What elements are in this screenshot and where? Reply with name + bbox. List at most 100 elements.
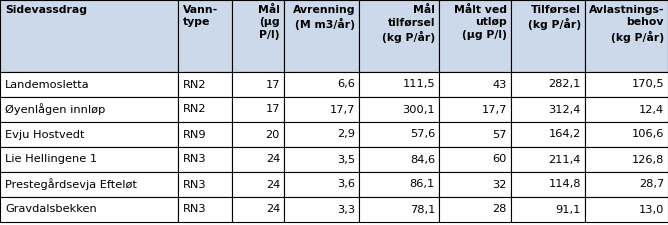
- Text: RN9: RN9: [183, 130, 206, 140]
- Text: 84,6: 84,6: [410, 155, 435, 164]
- Text: 106,6: 106,6: [632, 130, 664, 140]
- Bar: [178, 147, 232, 172]
- Bar: [511, 147, 585, 172]
- Text: RN3: RN3: [183, 205, 206, 214]
- Bar: [0, 0, 178, 72]
- Text: 211,4: 211,4: [548, 155, 581, 164]
- Text: 24: 24: [266, 205, 280, 214]
- Bar: [284, 0, 359, 72]
- Bar: [0, 97, 178, 122]
- Bar: [178, 197, 232, 222]
- Bar: [0, 72, 178, 97]
- Bar: [232, 172, 284, 197]
- Text: Landemosletta: Landemosletta: [5, 79, 90, 90]
- Bar: [0, 197, 178, 222]
- Bar: [284, 72, 359, 97]
- Text: 20: 20: [266, 130, 280, 140]
- Text: 3,6: 3,6: [337, 180, 355, 189]
- Text: Målt ved
utløp
(μg P/l): Målt ved utløp (μg P/l): [454, 5, 507, 40]
- Text: 170,5: 170,5: [631, 79, 664, 90]
- Bar: [511, 0, 585, 72]
- Text: Vann-
type: Vann- type: [183, 5, 218, 27]
- Bar: [511, 72, 585, 97]
- Text: 312,4: 312,4: [548, 104, 581, 115]
- Text: 43: 43: [492, 79, 507, 90]
- Bar: [439, 147, 511, 172]
- Bar: [439, 0, 511, 72]
- Text: 17,7: 17,7: [329, 104, 355, 115]
- Bar: [439, 197, 511, 222]
- Text: 17,7: 17,7: [482, 104, 507, 115]
- Bar: [232, 97, 284, 122]
- Bar: [359, 97, 439, 122]
- Bar: [178, 172, 232, 197]
- Text: Tilførsel
(kg P/år): Tilførsel (kg P/år): [528, 5, 581, 30]
- Bar: [178, 97, 232, 122]
- Bar: [232, 0, 284, 72]
- Text: 24: 24: [266, 180, 280, 189]
- Bar: [359, 0, 439, 72]
- Bar: [511, 172, 585, 197]
- Text: 60: 60: [492, 155, 507, 164]
- Text: 2,9: 2,9: [337, 130, 355, 140]
- Text: 86,1: 86,1: [409, 180, 435, 189]
- Bar: [284, 197, 359, 222]
- Bar: [439, 97, 511, 122]
- Text: 114,8: 114,8: [548, 180, 581, 189]
- Bar: [178, 122, 232, 147]
- Bar: [585, 197, 668, 222]
- Bar: [439, 172, 511, 197]
- Bar: [585, 172, 668, 197]
- Text: 24: 24: [266, 155, 280, 164]
- Bar: [511, 97, 585, 122]
- Bar: [511, 122, 585, 147]
- Bar: [439, 72, 511, 97]
- Bar: [178, 72, 232, 97]
- Text: 17: 17: [265, 79, 280, 90]
- Text: RN3: RN3: [183, 155, 206, 164]
- Text: 6,6: 6,6: [337, 79, 355, 90]
- Bar: [585, 122, 668, 147]
- Text: 28,7: 28,7: [639, 180, 664, 189]
- Text: Sidevassdrag: Sidevassdrag: [5, 5, 87, 15]
- Text: RN2: RN2: [183, 79, 206, 90]
- Text: 3,5: 3,5: [337, 155, 355, 164]
- Text: Lie Hellingene 1: Lie Hellingene 1: [5, 155, 97, 164]
- Bar: [585, 0, 668, 72]
- Text: 300,1: 300,1: [402, 104, 435, 115]
- Bar: [359, 122, 439, 147]
- Bar: [284, 122, 359, 147]
- Text: 126,8: 126,8: [632, 155, 664, 164]
- Text: Prestegårdsevja Efteløt: Prestegårdsevja Efteløt: [5, 179, 137, 190]
- Text: Avlastnings-
behov
(kg P/år): Avlastnings- behov (kg P/år): [589, 5, 664, 43]
- Text: 282,1: 282,1: [548, 79, 581, 90]
- Bar: [439, 122, 511, 147]
- Text: 57: 57: [492, 130, 507, 140]
- Text: 3,3: 3,3: [337, 205, 355, 214]
- Bar: [359, 147, 439, 172]
- Text: RN3: RN3: [183, 180, 206, 189]
- Text: Mål
(μg
P/l): Mål (μg P/l): [258, 5, 280, 40]
- Bar: [359, 172, 439, 197]
- Text: Gravdalsbekken: Gravdalsbekken: [5, 205, 97, 214]
- Text: 57,6: 57,6: [409, 130, 435, 140]
- Text: 164,2: 164,2: [548, 130, 581, 140]
- Bar: [284, 172, 359, 197]
- Bar: [232, 122, 284, 147]
- Bar: [232, 72, 284, 97]
- Text: Avrenning
(M m3/år): Avrenning (M m3/år): [293, 5, 355, 30]
- Bar: [232, 147, 284, 172]
- Text: 28: 28: [492, 205, 507, 214]
- Text: 32: 32: [492, 180, 507, 189]
- Bar: [178, 0, 232, 72]
- Bar: [0, 147, 178, 172]
- Text: 111,5: 111,5: [402, 79, 435, 90]
- Text: 13,0: 13,0: [639, 205, 664, 214]
- Text: RN2: RN2: [183, 104, 206, 115]
- Bar: [284, 97, 359, 122]
- Text: 78,1: 78,1: [409, 205, 435, 214]
- Text: 17: 17: [265, 104, 280, 115]
- Bar: [359, 197, 439, 222]
- Bar: [284, 147, 359, 172]
- Text: Evju Hostvedt: Evju Hostvedt: [5, 130, 84, 140]
